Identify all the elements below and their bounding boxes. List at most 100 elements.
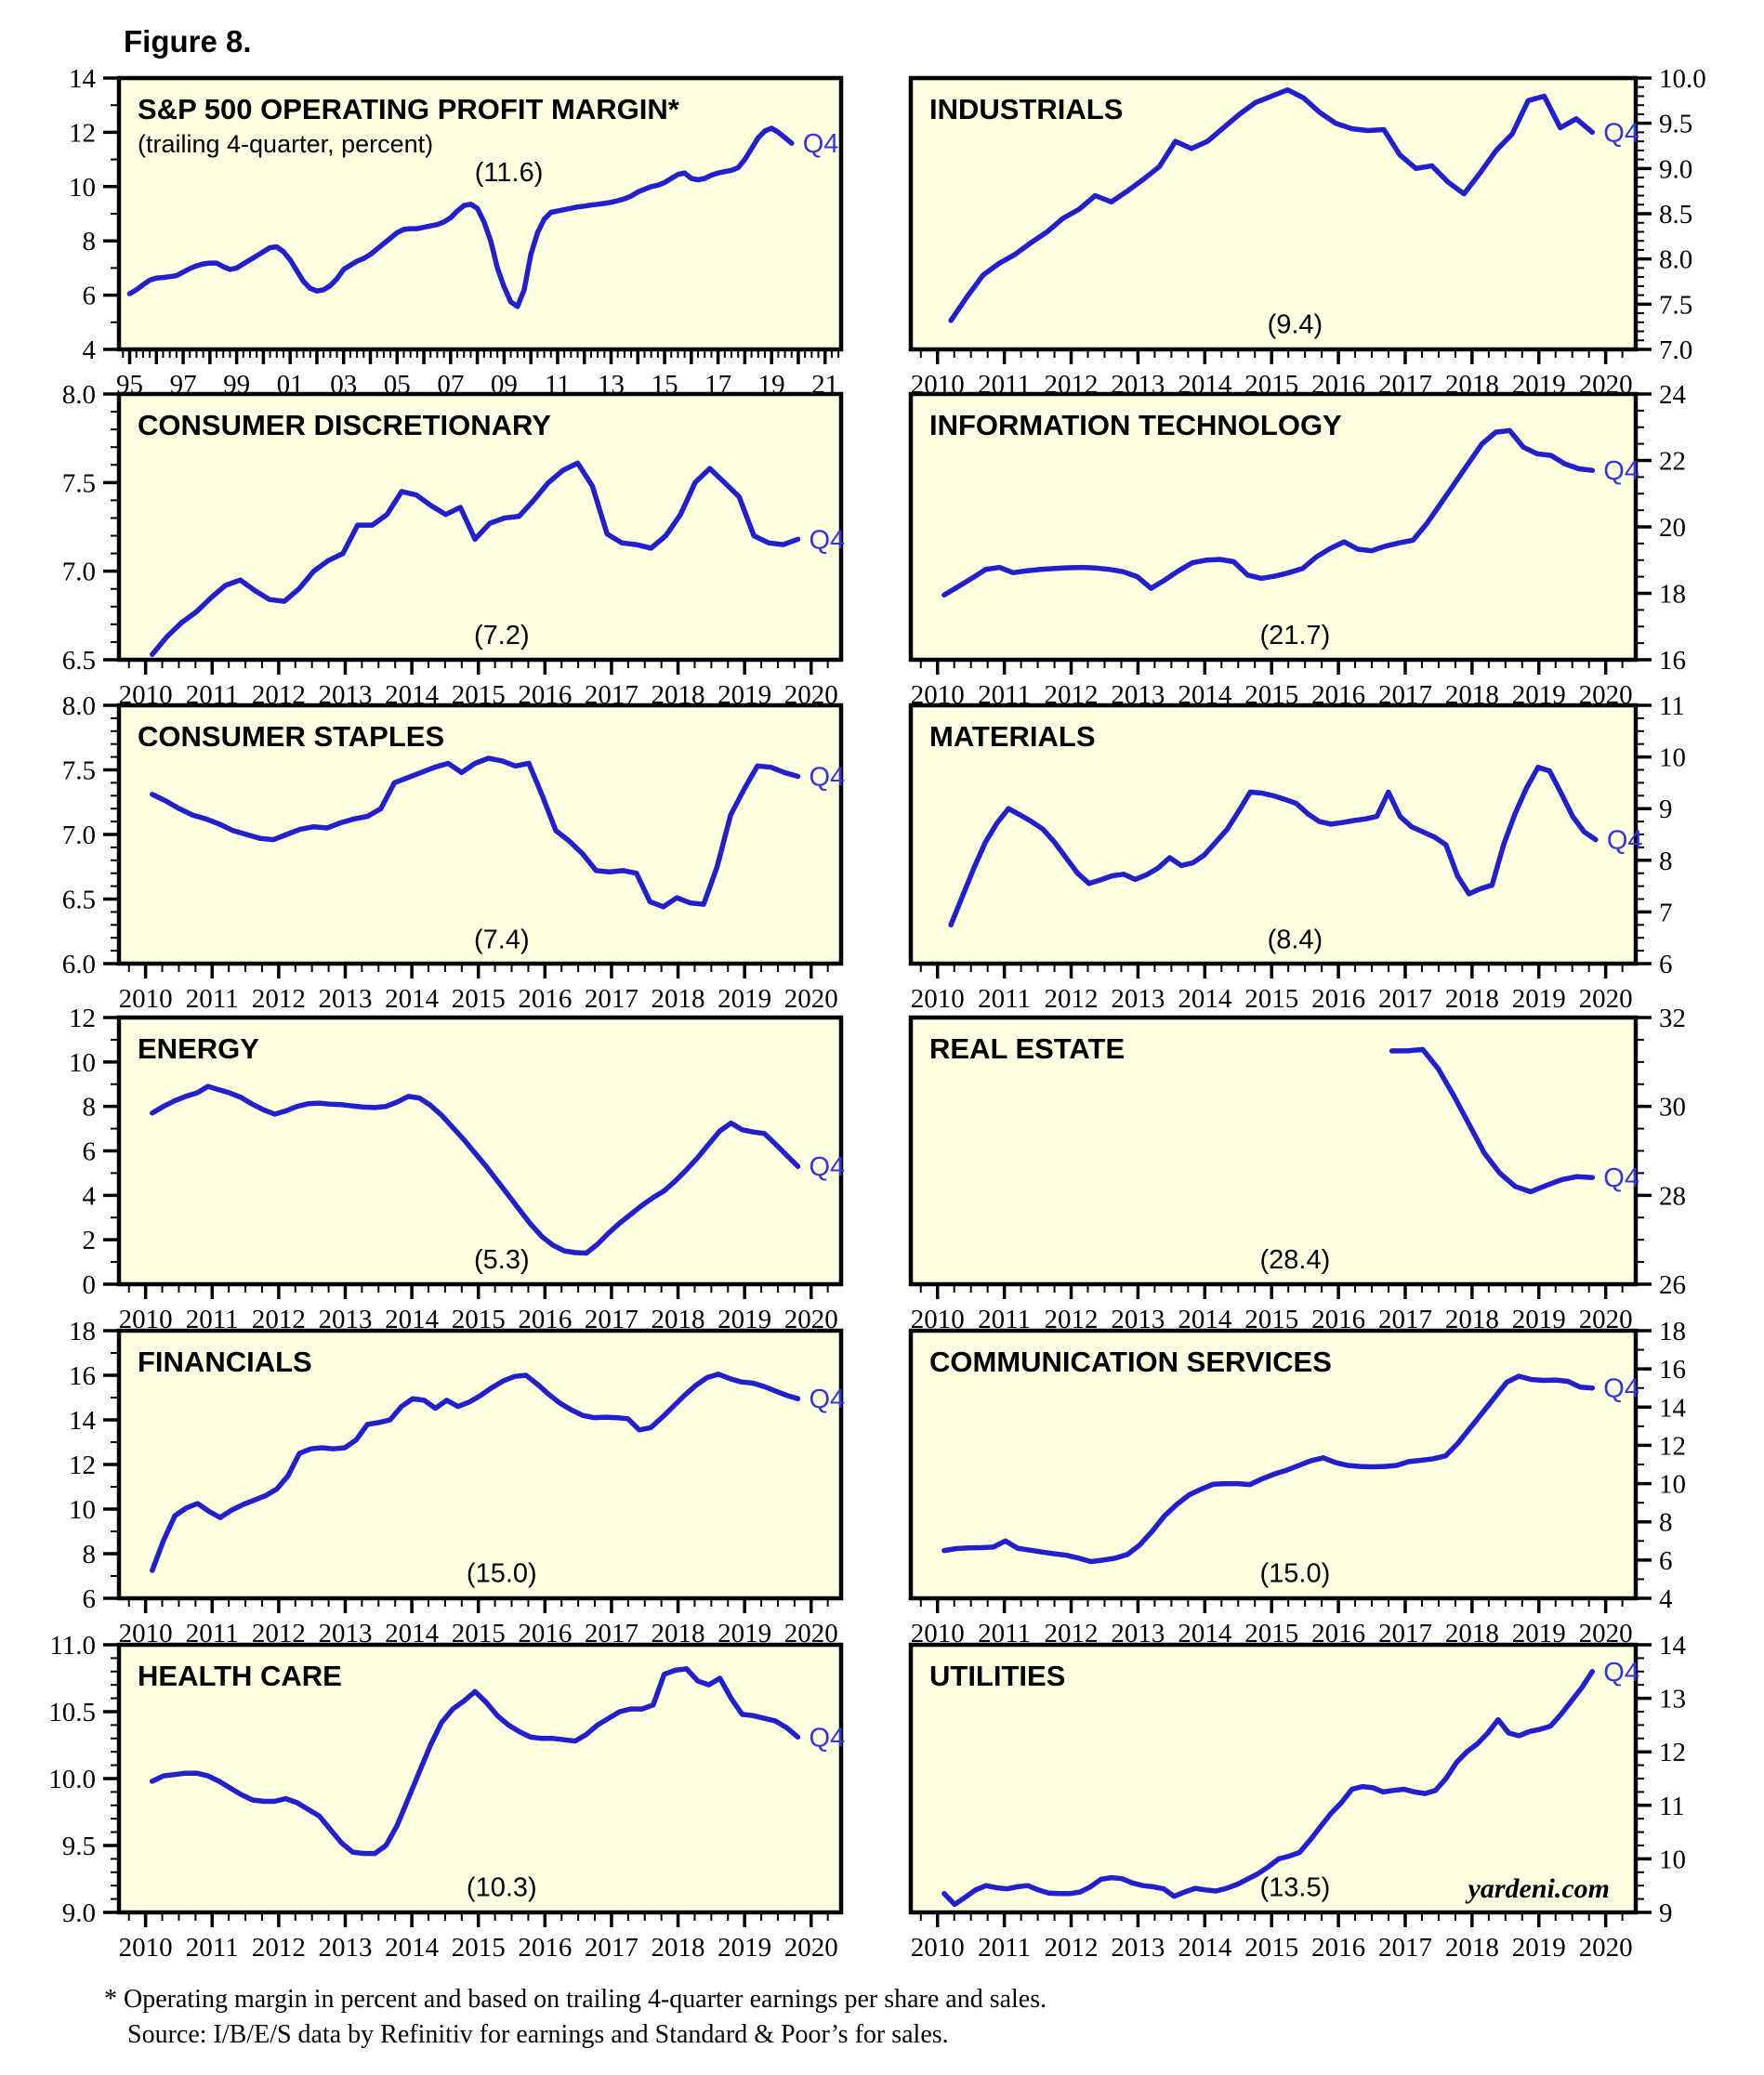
panel-utilities: 9 10 11 12 13 14 2010 2011 2012 2013 2014 2015 2016 2… [908, 1631, 1687, 1963]
y-tick-label: 7.5 [62, 756, 96, 786]
y-tick-label: 10.0 [48, 1765, 96, 1794]
y-tick-label: 7.5 [62, 468, 96, 498]
q4-label: Q4 [809, 1723, 845, 1753]
y-tick-label: 4 [83, 1181, 97, 1211]
latest-value-annotation: (10.3) [467, 1873, 537, 1903]
panel-title: CONSUMER STAPLES [138, 720, 444, 753]
y-tick-label: 9.0 [62, 1898, 96, 1928]
q4-label: Q4 [1603, 1374, 1639, 1404]
y-tick-label: 12 [69, 1451, 96, 1480]
watermark: yardeni.com [1466, 1873, 1610, 1904]
x-tick-label: 2014 [1178, 1933, 1232, 1963]
q4-label: Q4 [1603, 118, 1639, 148]
y-tick-label: 6 [1659, 1546, 1673, 1576]
y-tick-label: 18 [1659, 1317, 1686, 1346]
x-tick-label: 2017 [1378, 984, 1432, 1014]
x-tick-label: 2010 [911, 1933, 965, 1963]
panel-title: ENERGY [138, 1032, 259, 1065]
x-tick-label: 2012 [252, 984, 306, 1014]
q4-label: Q4 [1603, 456, 1639, 486]
latest-value-annotation: (15.0) [467, 1559, 537, 1589]
y-tick-label: 24 [1659, 380, 1687, 410]
panel-title: REAL ESTATE [929, 1032, 1125, 1065]
y-tick-label: 9 [1659, 1898, 1673, 1928]
x-tick-label: 2020 [1579, 984, 1633, 1014]
panel-title: INFORMATION TECHNOLOGY [929, 409, 1342, 441]
plot-frame [908, 1642, 1639, 1915]
x-tick-label: 2018 [1445, 1933, 1499, 1963]
y-tick-label: 14 [69, 64, 97, 94]
plot-frame [116, 1642, 844, 1915]
latest-value-annotation: (8.4) [1268, 925, 1323, 954]
latest-value-annotation: (21.7) [1260, 621, 1331, 650]
x-tick-label: 2018 [652, 1933, 705, 1963]
plot-frame [908, 703, 1639, 966]
series-line [941, 1373, 1596, 1565]
y-tick-label: 0 [83, 1270, 97, 1300]
figure-label: Figure 8. [124, 24, 252, 59]
y-tick-label: 26 [1659, 1270, 1686, 1300]
y-tick-label: 2 [83, 1226, 97, 1255]
y-tick-label: 4 [83, 335, 97, 365]
y-tick-label: 12 [1659, 1738, 1686, 1767]
y-tick-label: 8 [83, 1093, 97, 1123]
x-tick-label: 2018 [1445, 984, 1499, 1014]
latest-value-annotation: (7.2) [474, 621, 530, 650]
x-tick-label: 2013 [318, 984, 372, 1014]
series-line [948, 764, 1599, 928]
x-tick-label: 2019 [717, 984, 771, 1014]
y-tick-label: 9.0 [1659, 154, 1692, 184]
q4-label: Q4 [1603, 1658, 1639, 1688]
y-tick-label: 22 [1659, 447, 1686, 477]
series-line [150, 755, 801, 910]
q4-label: Q4 [1603, 1163, 1639, 1193]
y-tick-label: 30 [1659, 1093, 1686, 1123]
series-line [126, 125, 795, 309]
x-tick-label: 2016 [1311, 984, 1365, 1014]
y-tick-label: 8 [1659, 847, 1673, 876]
x-tick-label: 2011 [186, 1933, 239, 1963]
x-tick-label: 2018 [652, 984, 705, 1014]
x-tick-label: 2020 [1579, 1933, 1633, 1963]
y-tick-label: 14 [69, 1406, 97, 1436]
plot-frame [116, 1015, 844, 1287]
x-tick-label: 2010 [911, 984, 965, 1014]
panel-title: CONSUMER DISCRETIONARY [138, 409, 551, 441]
y-tick-label: 18 [69, 1317, 96, 1346]
x-tick-label: 2015 [452, 984, 506, 1014]
x-tick-label: 2014 [385, 984, 440, 1014]
x-tick-label: 2015 [1244, 984, 1298, 1014]
x-tick-label: 2019 [1512, 984, 1566, 1014]
y-tick-label: 11 [1659, 691, 1685, 721]
x-tick-label: 2016 [518, 1933, 572, 1963]
y-tick-label: 10.5 [48, 1698, 96, 1727]
q4-label: Q4 [809, 525, 845, 555]
x-tick-label: 2011 [186, 984, 239, 1014]
x-tick-label: 2017 [585, 984, 638, 1014]
x-tick-label: 2016 [1311, 1933, 1365, 1963]
q4-label: Q4 [1607, 826, 1643, 856]
x-tick-label: 2020 [784, 984, 838, 1014]
x-tick-label: 2014 [1178, 984, 1232, 1014]
panel-title: INDUSTRIALS [929, 93, 1123, 125]
y-tick-label: 6 [83, 282, 97, 311]
latest-value-annotation: (15.0) [1260, 1559, 1331, 1589]
series-line [150, 1372, 801, 1573]
q4-label: Q4 [803, 129, 839, 159]
y-tick-label: 28 [1659, 1181, 1686, 1211]
x-tick-label: 2012 [1045, 1933, 1099, 1963]
y-tick-label: 4 [1659, 1584, 1673, 1614]
y-tick-label: 10 [69, 1495, 96, 1525]
y-tick-label: 13 [1659, 1685, 1686, 1714]
x-tick-label: 2019 [717, 1933, 771, 1963]
y-tick-label: 10.0 [1659, 64, 1706, 94]
source-line: Source: I/B/E/S data by Refinitiv for ea… [127, 2020, 949, 2049]
